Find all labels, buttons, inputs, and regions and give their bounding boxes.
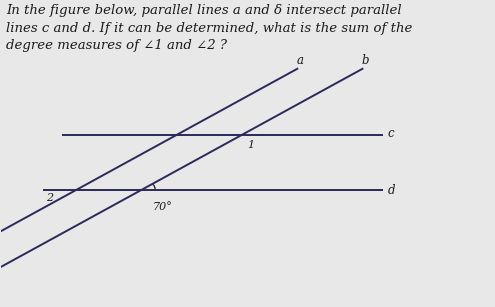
Text: 1: 1 bbox=[247, 140, 254, 150]
Text: 70°: 70° bbox=[153, 202, 173, 212]
Text: d: d bbox=[388, 184, 396, 196]
Text: a: a bbox=[297, 54, 304, 67]
Text: b: b bbox=[362, 54, 369, 67]
Text: 2: 2 bbox=[46, 193, 53, 203]
Text: In the figure below, parallel lines a and δ intersect parallel
lines c and d. If: In the figure below, parallel lines a an… bbox=[6, 4, 412, 52]
Text: c: c bbox=[388, 127, 395, 140]
